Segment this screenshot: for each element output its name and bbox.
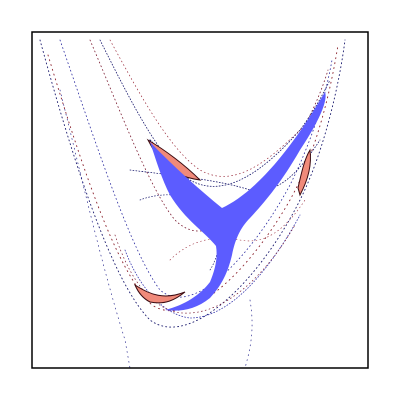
band	[47, 44, 339, 312]
band	[109, 39, 306, 177]
orbit-bands	[39, 39, 346, 368]
lobe	[133, 283, 186, 304]
attractor	[39, 39, 346, 368]
band	[39, 39, 346, 328]
frame	[31, 31, 369, 369]
band	[124, 214, 301, 319]
band	[59, 39, 333, 298]
blue-region	[150, 92, 326, 311]
band	[114, 224, 296, 314]
lobe	[297, 148, 311, 197]
band	[169, 199, 306, 261]
band	[99, 39, 331, 187]
